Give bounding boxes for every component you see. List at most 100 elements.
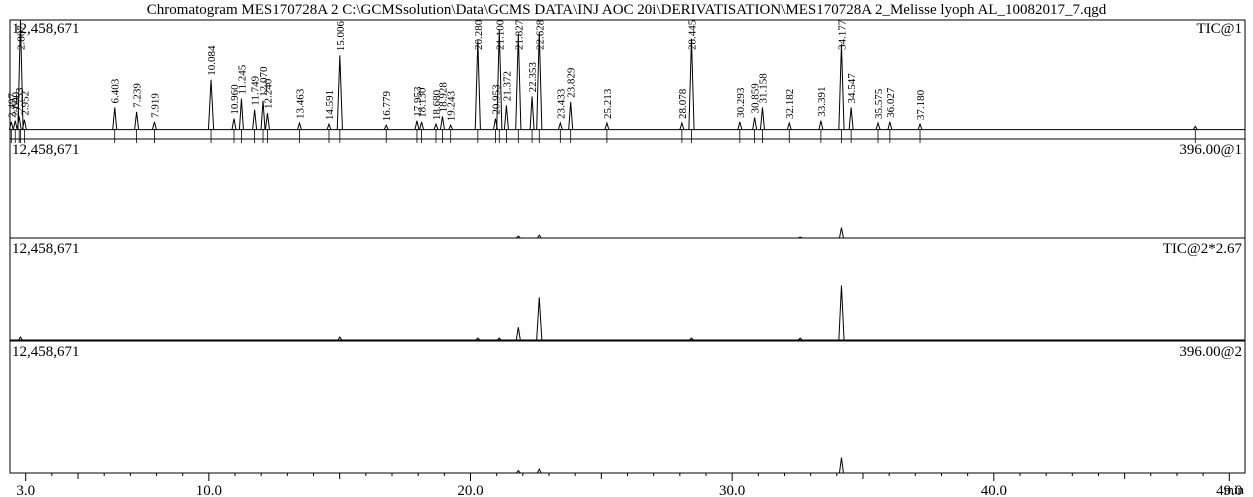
peak-mark	[8, 121, 14, 130]
peak-mark	[536, 468, 542, 474]
peak-label: 2.600	[10, 92, 22, 117]
peak-label: 28.445	[686, 19, 698, 50]
panel-scale-label: 12,458,671	[12, 344, 80, 360]
x-tick-label: 3.0	[16, 483, 35, 497]
peak-mark	[838, 457, 844, 474]
peak-mark	[536, 297, 543, 341]
peak-mark	[1192, 125, 1198, 130]
peak-label: 31.158	[757, 73, 769, 104]
peak-mark	[112, 107, 118, 130]
peak-mark	[448, 124, 454, 130]
peak-mark	[752, 117, 758, 130]
peak-mark	[496, 337, 502, 341]
peak-mark	[414, 120, 420, 130]
peak-label: 2.753	[14, 87, 26, 112]
chart-frame	[9, 19, 1246, 474]
peak-label: 20.953	[490, 84, 502, 115]
peak-mark	[264, 112, 270, 130]
peak-mark	[231, 118, 237, 130]
peak-mark	[786, 121, 792, 130]
x-tick-label: 40.0	[981, 483, 1007, 497]
peak-mark	[838, 44, 845, 130]
peak-mark	[433, 122, 439, 130]
peak-label: 18.680	[431, 89, 443, 120]
panel-4: 12,458,671 396.00@2	[10, 340, 1245, 474]
plot-border	[9, 19, 1246, 474]
peak-mark	[887, 121, 893, 130]
peak-mark	[17, 19, 24, 130]
peak-label: 18.130	[417, 87, 429, 118]
peak-label: 17.953	[412, 86, 424, 117]
peak-mark	[838, 227, 844, 239]
peak-mark	[134, 111, 140, 130]
peak-label: 13.463	[294, 88, 306, 119]
peak-mark	[18, 336, 23, 341]
peak-label: 7.919	[149, 93, 161, 118]
peak-label: 21.372	[501, 71, 513, 101]
x-tick-label: 30.0	[719, 483, 745, 497]
peak-label: 30.293	[735, 87, 747, 118]
peak-label: 20.280	[473, 19, 485, 50]
peak-label: 15.006	[335, 21, 347, 52]
peak-label: 22.628	[534, 19, 546, 50]
peak-label: 21.827	[513, 19, 525, 50]
peak-mark	[12, 120, 18, 130]
peak-mark	[207, 79, 215, 130]
peak-mark	[818, 120, 824, 130]
peak-label: 7.239	[132, 83, 144, 108]
panel-2: 12,458,671 396.00@1	[10, 138, 1245, 239]
peak-label: 2.807	[15, 25, 27, 50]
peak-mark	[515, 34, 522, 130]
panel-trace-name: TIC@1	[1197, 21, 1242, 37]
peak-label: 10.084	[206, 45, 218, 76]
peak-label: 25.213	[602, 88, 614, 119]
peak-mark	[688, 38, 695, 130]
peak-label: 19.243	[446, 90, 458, 121]
peak-mark	[536, 31, 543, 130]
peak-label: 21.100	[494, 19, 506, 50]
peak-mark	[419, 121, 425, 130]
peak-mark	[496, 29, 503, 130]
peak-label: 35.575	[873, 88, 885, 119]
peak-mark	[238, 98, 244, 130]
peak-mark	[917, 122, 923, 130]
peak-mark	[439, 116, 445, 130]
peak-label: 37.180	[915, 89, 927, 120]
peak-label: 34.177	[836, 19, 848, 50]
peak-label: 36.027	[885, 87, 897, 118]
peak-label: 10.960	[229, 84, 241, 115]
peak-mark	[536, 234, 542, 239]
peak-mark	[679, 121, 685, 130]
peak-mark	[336, 55, 343, 130]
panel-scale-label: 12,458,671	[12, 21, 80, 37]
peak-mark	[875, 121, 881, 130]
x-tick-label: 49.0	[1216, 483, 1242, 497]
panel-scale-label: 12,458,671	[12, 142, 80, 158]
peak-label: 2.497	[6, 93, 18, 118]
chart-title: Chromatogram MES170728A 2 C:\GCMSsolutio…	[146, 2, 1107, 18]
panel-scale-label: 12,458,671	[12, 241, 80, 257]
peak-mark	[604, 121, 610, 130]
peak-label: 23.433	[555, 88, 567, 119]
peak-mark	[737, 121, 743, 130]
peak-mark	[515, 469, 521, 474]
peak-mark	[515, 327, 521, 341]
peak-mark	[759, 107, 765, 130]
peak-mark	[848, 107, 854, 130]
x-axis-label: min	[1224, 482, 1245, 497]
peak-mark	[529, 96, 535, 130]
peak-mark	[151, 121, 157, 130]
peak-mark	[474, 40, 481, 130]
peak-label: 28.078	[677, 88, 689, 119]
peak-label: 22.353	[527, 62, 539, 93]
peak-label: 23.829	[566, 67, 578, 98]
peak-label: 2.952	[19, 91, 31, 116]
peak-mark	[515, 235, 521, 239]
panel-trace-name: TIC@2*2.67	[1163, 241, 1243, 257]
peak-mark	[568, 101, 574, 130]
peak-mark	[557, 121, 563, 130]
